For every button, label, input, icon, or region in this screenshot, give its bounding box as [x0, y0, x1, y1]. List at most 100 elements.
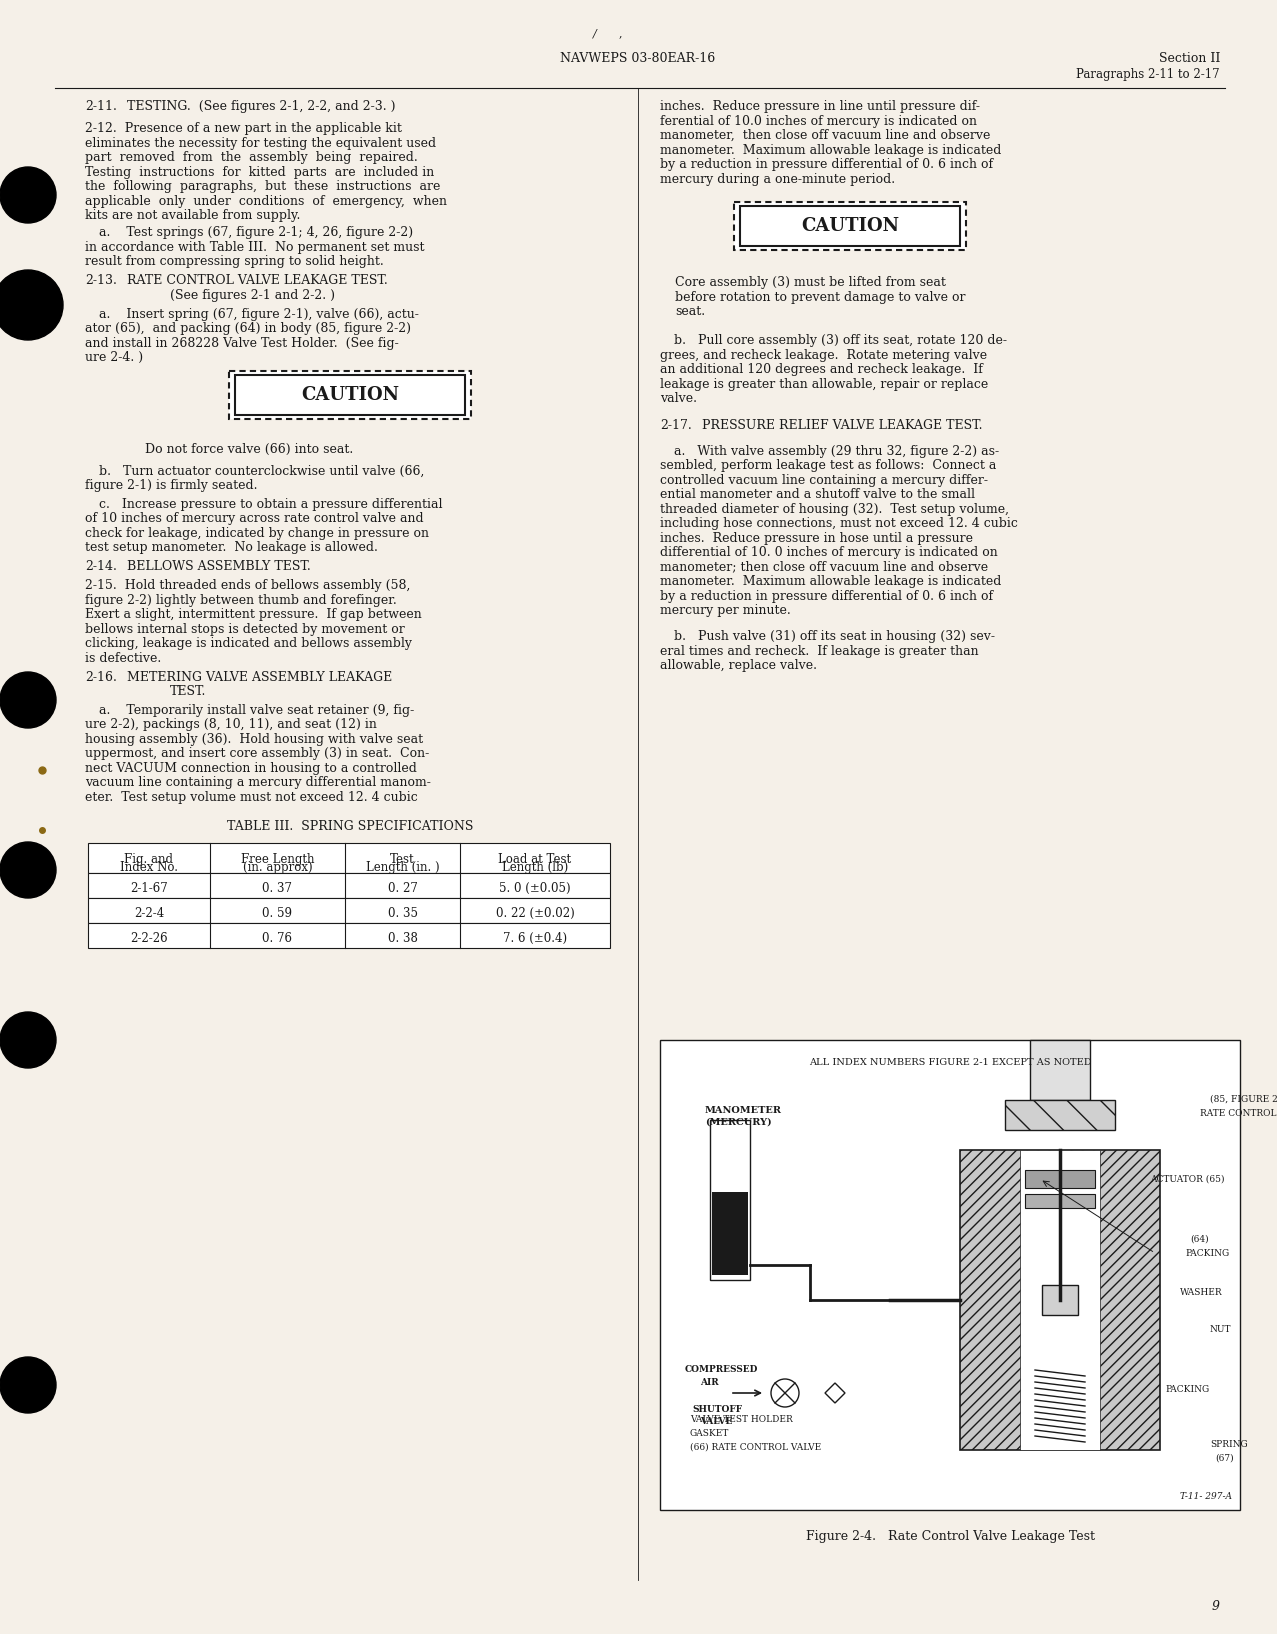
Text: ure 2-4. ): ure 2-4. ) [86, 351, 143, 364]
Text: before rotation to prevent damage to valve or: before rotation to prevent damage to val… [676, 291, 965, 304]
Circle shape [0, 1011, 56, 1069]
Text: Load at Test: Load at Test [498, 853, 572, 866]
FancyBboxPatch shape [229, 371, 471, 418]
Text: manometer,  then close off vacuum line and observe: manometer, then close off vacuum line an… [660, 129, 991, 142]
FancyBboxPatch shape [739, 206, 960, 247]
Text: Exert a slight, intermittent pressure.  If gap between: Exert a slight, intermittent pressure. I… [86, 608, 421, 621]
Bar [713, 1123, 748, 1191]
Text: 0. 35: 0. 35 [387, 907, 418, 920]
Text: 0. 76: 0. 76 [263, 931, 292, 944]
Circle shape [0, 1356, 56, 1413]
Text: 7. 6 (±0.4): 7. 6 (±0.4) [503, 931, 567, 944]
Text: 0. 37: 0. 37 [263, 882, 292, 894]
Text: Section II: Section II [1158, 52, 1220, 65]
Bar [1025, 1170, 1094, 1188]
Text: PRESSURE RELIEF VALVE LEAKAGE TEST.: PRESSURE RELIEF VALVE LEAKAGE TEST. [702, 418, 982, 431]
Text: VALVE: VALVE [700, 1417, 733, 1426]
Text: a.    Temporarily install valve seat retainer (9, fig-: a. Temporarily install valve seat retain… [100, 704, 414, 717]
Bar [1005, 1100, 1115, 1131]
Text: TABLE III.  SPRING SPECIFICATIONS: TABLE III. SPRING SPECIFICATIONS [227, 820, 474, 833]
Text: housing assembly (36).  Hold housing with valve seat: housing assembly (36). Hold housing with… [86, 734, 423, 745]
Text: Index No.: Index No. [120, 861, 178, 874]
Text: b.   Push valve (31) off its seat in housing (32) sev-: b. Push valve (31) off its seat in housi… [674, 631, 995, 644]
Text: (66) RATE CONTROL VALVE: (66) RATE CONTROL VALVE [690, 1443, 821, 1453]
Text: (MERCURY): (MERCURY) [705, 1118, 771, 1127]
Text: and install in 268228 Valve Test Holder.  (See fig-: and install in 268228 Valve Test Holder.… [86, 337, 398, 350]
Text: Fig. and: Fig. and [124, 853, 174, 866]
Bar [1042, 1284, 1078, 1315]
Text: 2-2-4: 2-2-4 [134, 907, 165, 920]
Text: figure 2-2) lightly between thumb and forefinger.: figure 2-2) lightly between thumb and fo… [86, 593, 397, 606]
Text: 2-12.  Presence of a new part in the applicable kit: 2-12. Presence of a new part in the appl… [86, 123, 402, 136]
Text: bellows internal stops is detected by movement or: bellows internal stops is detected by mo… [86, 623, 405, 636]
Text: manometer; then close off vacuum line and observe: manometer; then close off vacuum line an… [660, 560, 988, 574]
Text: 5. 0 (±0.05): 5. 0 (±0.05) [499, 882, 571, 894]
Text: METERING VALVE ASSEMBLY LEAKAGE: METERING VALVE ASSEMBLY LEAKAGE [126, 670, 392, 683]
Text: T-11- 297-A: T-11- 297-A [1180, 1492, 1232, 1502]
Text: mercury per minute.: mercury per minute. [660, 605, 790, 618]
Text: clicking, leakage is indicated and bellows assembly: clicking, leakage is indicated and bello… [86, 637, 412, 650]
Text: inches.  Reduce pressure in hose until a pressure: inches. Reduce pressure in hose until a … [660, 531, 973, 544]
Circle shape [771, 1379, 799, 1407]
Text: vacuum line containing a mercury differential manom-: vacuum line containing a mercury differe… [86, 776, 430, 789]
Text: in accordance with Table III.  No permanent set must: in accordance with Table III. No permane… [86, 240, 424, 253]
FancyBboxPatch shape [734, 203, 965, 250]
Text: a.   With valve assembly (29 thru 32, figure 2-2) as-: a. With valve assembly (29 thru 32, figu… [674, 444, 999, 458]
Text: GASKET: GASKET [690, 1430, 729, 1438]
Text: 2-15.  Hold threaded ends of bellows assembly (58,: 2-15. Hold threaded ends of bellows asse… [86, 578, 410, 592]
Text: eliminates the necessity for testing the equivalent used: eliminates the necessity for testing the… [86, 137, 437, 149]
Text: by a reduction in pressure differential of 0. 6 inch of: by a reduction in pressure differential … [660, 590, 994, 603]
Text: 2-13.: 2-13. [86, 275, 117, 288]
Text: (64): (64) [1190, 1235, 1208, 1243]
Circle shape [0, 270, 63, 340]
Text: 0. 22 (±0.02): 0. 22 (±0.02) [495, 907, 575, 920]
Text: controlled vacuum line containing a mercury differ-: controlled vacuum line containing a merc… [660, 474, 988, 487]
Text: TESTING.  (See figures 2-1, 2-2, and 2-3. ): TESTING. (See figures 2-1, 2-2, and 2-3.… [126, 100, 396, 113]
Text: result from compressing spring to solid height.: result from compressing spring to solid … [86, 255, 384, 268]
Text: kits are not available from supply.: kits are not available from supply. [86, 209, 300, 222]
Text: the  following  paragraphs,  but  these  instructions  are: the following paragraphs, but these inst… [86, 180, 441, 193]
Text: ,: , [618, 28, 622, 38]
Text: b.   Turn actuator counterclockwise until valve (66,: b. Turn actuator counterclockwise until … [100, 464, 424, 477]
Text: figure 2-1) is firmly seated.: figure 2-1) is firmly seated. [86, 479, 258, 492]
Text: grees, and recheck leakage.  Rotate metering valve: grees, and recheck leakage. Rotate meter… [660, 350, 987, 361]
Text: PACKING: PACKING [1185, 1248, 1230, 1258]
Polygon shape [825, 1382, 845, 1404]
Text: is defective.: is defective. [86, 652, 161, 665]
Text: ACTUATOR (65): ACTUATOR (65) [1151, 1175, 1225, 1185]
Text: nect VACUUM connection in housing to a controlled: nect VACUUM connection in housing to a c… [86, 761, 416, 775]
Text: manometer.  Maximum allowable leakage is indicated: manometer. Maximum allowable leakage is … [660, 144, 1001, 157]
Text: b.   Pull core assembly (3) off its seat, rotate 120 de-: b. Pull core assembly (3) off its seat, … [674, 335, 1008, 348]
Bar [88, 873, 610, 899]
Text: (85, FIGURE 2-2): (85, FIGURE 2-2) [1211, 1095, 1277, 1105]
Text: MANOMETER: MANOMETER [705, 1106, 782, 1114]
Text: (67): (67) [1214, 1454, 1234, 1462]
Text: ferential of 10.0 inches of mercury is indicated on: ferential of 10.0 inches of mercury is i… [660, 114, 977, 127]
Text: threaded diameter of housing (32).  Test setup volume,: threaded diameter of housing (32). Test … [660, 503, 1009, 516]
Text: eral times and recheck.  If leakage is greater than: eral times and recheck. If leakage is gr… [660, 645, 978, 659]
Text: c.   Increase pressure to obtain a pressure differential: c. Increase pressure to obtain a pressur… [100, 498, 443, 511]
Text: Length (lb): Length (lb) [502, 861, 568, 874]
Text: a.    Insert spring (67, figure 2-1), valve (66), actu-: a. Insert spring (67, figure 2-1), valve… [100, 307, 419, 320]
Text: eter.  Test setup volume must not exceed 12. 4 cubic: eter. Test setup volume must not exceed … [86, 791, 418, 804]
Text: leakage is greater than allowable, repair or replace: leakage is greater than allowable, repai… [660, 377, 988, 391]
Text: RATE CONTROL VALVE BODY: RATE CONTROL VALVE BODY [1200, 1109, 1277, 1118]
Text: uppermost, and insert core assembly (3) in seat.  Con-: uppermost, and insert core assembly (3) … [86, 747, 429, 760]
Bar [88, 843, 610, 873]
Bar [710, 1119, 750, 1279]
Text: ator (65),  and packing (64) in body (85, figure 2-2): ator (65), and packing (64) in body (85,… [86, 322, 411, 335]
Text: differential of 10. 0 inches of mercury is indicated on: differential of 10. 0 inches of mercury … [660, 546, 997, 559]
Text: ALL INDEX NUMBERS FIGURE 2-1 EXCEPT AS NOTED: ALL INDEX NUMBERS FIGURE 2-1 EXCEPT AS N… [808, 1057, 1092, 1067]
Text: of 10 inches of mercury across rate control valve and: of 10 inches of mercury across rate cont… [86, 513, 424, 526]
Text: check for leakage, indicated by change in pressure on: check for leakage, indicated by change i… [86, 526, 429, 539]
Text: RATE CONTROL VALVE LEAKAGE TEST.: RATE CONTROL VALVE LEAKAGE TEST. [126, 275, 388, 288]
Text: sembled, perform leakage test as follows:  Connect a: sembled, perform leakage test as follows… [660, 459, 996, 472]
Bar [1031, 1039, 1091, 1100]
Text: part  removed  from  the  assembly  being  repaired.: part removed from the assembly being rep… [86, 150, 418, 163]
Text: 0. 38: 0. 38 [387, 931, 418, 944]
Text: test setup manometer.  No leakage is allowed.: test setup manometer. No leakage is allo… [86, 541, 378, 554]
Text: CAUTION: CAUTION [801, 217, 899, 235]
Circle shape [0, 672, 56, 729]
Bar [88, 923, 610, 948]
Text: WASHER: WASHER [1180, 1288, 1222, 1297]
